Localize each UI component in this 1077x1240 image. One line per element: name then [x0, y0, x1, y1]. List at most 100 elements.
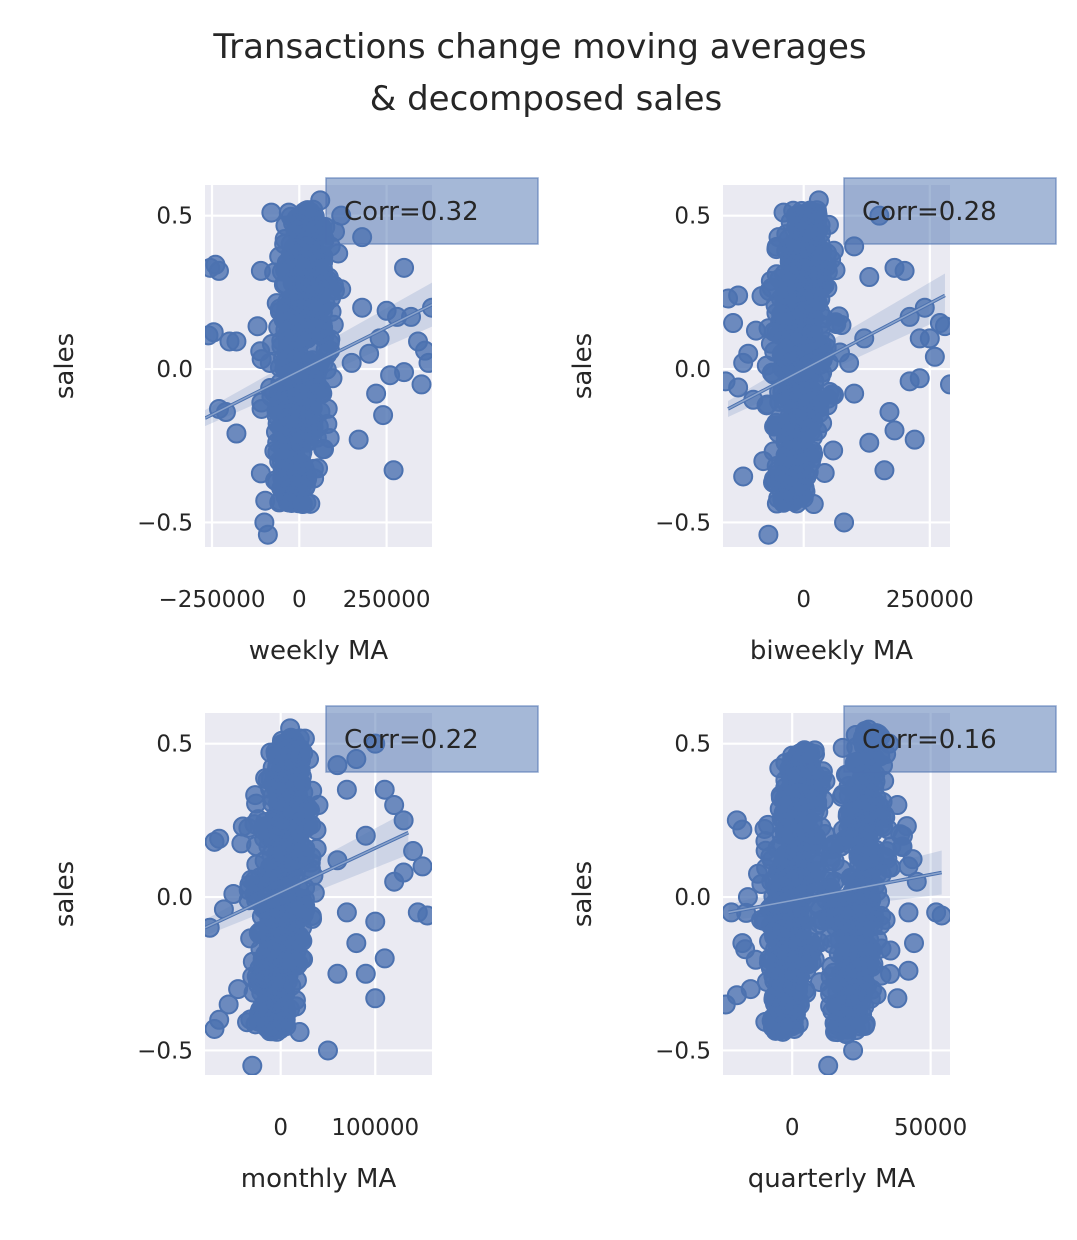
scatter-point — [807, 262, 828, 283]
scatter-point — [348, 429, 369, 450]
scatter-point — [874, 460, 895, 481]
scatter-point — [823, 440, 844, 461]
scatter-point — [781, 325, 802, 346]
scatter-point — [286, 996, 307, 1017]
scatter-point — [887, 795, 908, 816]
scatter-point — [231, 833, 252, 854]
scatter-point — [884, 420, 905, 441]
scatter-point — [778, 989, 799, 1010]
scatter-point — [837, 942, 858, 963]
scatter-point — [844, 383, 865, 404]
scatter-point — [380, 365, 401, 386]
regression-line-highlight — [205, 831, 409, 929]
scatter-point — [818, 214, 839, 235]
y-tick-label: 0.5 — [156, 732, 193, 758]
scatter-point — [784, 934, 805, 955]
scatter-point — [208, 260, 229, 281]
scatter-point — [250, 260, 271, 281]
scatter-point — [240, 928, 261, 949]
scatter-point — [740, 979, 761, 1000]
scatter-point — [799, 765, 820, 786]
scatter-point — [728, 285, 749, 306]
scatter-point — [251, 398, 272, 419]
scatter-points — [723, 190, 950, 545]
scatter-point — [293, 904, 314, 925]
scatter-point — [793, 797, 814, 818]
scatter-point — [750, 909, 771, 930]
regression-line — [205, 303, 432, 420]
scatter-point — [373, 405, 394, 426]
scatter-point — [855, 837, 876, 858]
scatter-point — [894, 260, 915, 281]
scatter-point — [282, 272, 303, 293]
scatter-point — [858, 775, 879, 796]
scatter-point — [289, 1022, 310, 1043]
x-tick-label: 0 — [796, 587, 811, 613]
scatter-point — [839, 352, 860, 373]
regression-line — [205, 831, 410, 930]
x-tick-label: 50000 — [894, 1115, 967, 1141]
scatter-point — [269, 301, 290, 322]
scatter-point — [876, 841, 897, 862]
scatter-point — [755, 831, 776, 852]
corr-annotation: Corr=0.22 — [344, 725, 479, 755]
x-tick-label: −250000 — [158, 587, 265, 613]
scatter-point — [278, 202, 299, 223]
scatter-point — [768, 227, 789, 248]
scatter-point — [879, 402, 900, 423]
regression-line — [728, 870, 943, 915]
scatter-point — [807, 873, 828, 894]
scatter-point — [232, 816, 253, 837]
scatter-point — [308, 795, 329, 816]
scatter-point — [892, 825, 913, 846]
corr-annotation: Corr=0.16 — [862, 725, 997, 755]
scatter-point — [814, 462, 835, 483]
y-tick-label: −0.5 — [137, 1038, 193, 1064]
scatter-point — [846, 987, 867, 1008]
scatter-point — [825, 312, 846, 333]
scatter-point — [288, 328, 309, 349]
scatter-point — [843, 1040, 864, 1061]
y-tick-label: 0.0 — [674, 885, 711, 911]
scatter-point — [276, 841, 297, 862]
scatter-point — [393, 862, 414, 883]
scatter-point — [831, 859, 852, 880]
scatter-point — [365, 911, 386, 932]
y-axis-label: sales — [50, 861, 80, 927]
scatter-point — [291, 453, 312, 474]
figure-title-line2: & decomposed sales — [370, 79, 722, 119]
scatter-points — [205, 718, 432, 1075]
scatter-point — [237, 1012, 258, 1033]
y-tick-label: −0.5 — [137, 510, 193, 536]
x-axis-label: weekly MA — [249, 636, 389, 666]
scatter-point — [411, 374, 432, 395]
scatter-point — [839, 827, 860, 848]
scatter-point — [412, 856, 432, 877]
scatter-point — [291, 948, 312, 969]
scatter-point — [226, 423, 247, 444]
scatter-point — [327, 963, 348, 984]
scatter-point — [793, 487, 814, 508]
scatter-point — [859, 432, 880, 453]
scatter-point — [763, 922, 784, 943]
scatter-points — [205, 190, 432, 545]
scatter-point — [801, 448, 822, 469]
corr-annotation: Corr=0.28 — [862, 197, 997, 227]
scatter-point — [205, 1018, 225, 1039]
scatter-point — [860, 865, 881, 886]
scatter-point — [723, 313, 744, 334]
scatter-point — [809, 392, 830, 413]
scatter-point — [317, 1040, 338, 1061]
scatter-point — [242, 1055, 263, 1075]
scatter-point — [931, 905, 950, 926]
scatter-point — [898, 856, 919, 877]
scatter-point — [226, 331, 247, 352]
scatter-point — [418, 352, 432, 373]
scatter-point — [296, 432, 317, 453]
y-axis-label: sales — [568, 861, 598, 927]
scatter-point — [898, 960, 919, 981]
scatter-point — [773, 202, 794, 223]
y-tick-label: 0.5 — [674, 204, 711, 230]
scatter-point — [308, 319, 329, 340]
